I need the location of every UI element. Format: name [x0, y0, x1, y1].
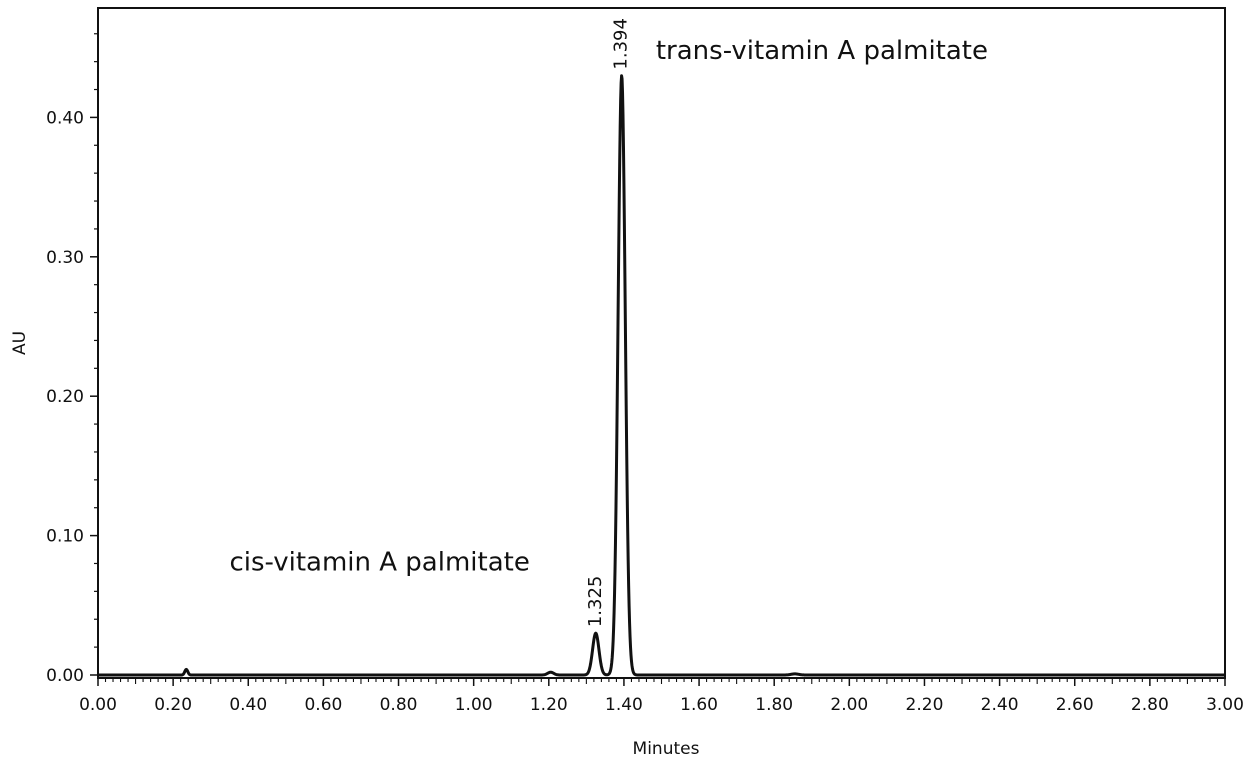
x-tick-label: 2.20 [906, 695, 944, 715]
x-tick-label: 2.80 [1131, 695, 1169, 715]
compound-annotations: cis-vitamin A palmitate trans-vitamin A p… [229, 36, 988, 578]
x-tick-label: 2.40 [981, 695, 1019, 715]
x-tick-label: 1.40 [605, 695, 643, 715]
y-tick-label: 0.40 [46, 108, 84, 128]
y-axis: 0.00 0.10 0.20 0.30 0.40 [46, 33, 98, 686]
plot-frame [97, 7, 1226, 679]
compound-annotation: cis-vitamin A palmitate [229, 547, 529, 577]
x-tick-label: 1.60 [680, 695, 718, 715]
x-tick-label: 1.00 [455, 695, 493, 715]
x-tick-label: 0.80 [380, 695, 418, 715]
x-tick-label: 2.00 [830, 695, 868, 715]
x-tick-label: 0.00 [79, 695, 117, 715]
compound-annotation: trans-vitamin A palmitate [656, 36, 988, 66]
peak-rt-label: 1.394 [611, 18, 632, 70]
x-tick-label: 3.00 [1206, 695, 1244, 715]
y-tick-label: 0.20 [46, 387, 84, 407]
y-tick-label: 0.00 [46, 666, 84, 686]
x-tick-label: 0.20 [154, 695, 192, 715]
x-tick-label: 1.20 [530, 695, 568, 715]
peak-rt-label: 1.325 [585, 576, 606, 628]
x-tick-label: 1.80 [755, 695, 793, 715]
x-axis: 0.00 0.20 0.40 0.60 0.80 1.00 1.20 1.40 1.60 1.80… [79, 678, 1244, 715]
x-tick-label: 2.60 [1056, 695, 1094, 715]
y-tick-label: 0.10 [46, 527, 84, 547]
x-tick-label: 0.60 [304, 695, 342, 715]
y-tick-label: 0.30 [46, 248, 84, 268]
x-tick-label: 0.40 [229, 695, 267, 715]
x-axis-title: Minutes [633, 739, 700, 759]
peak-labels: 1.325 1.394 [585, 18, 632, 627]
y-axis-title: AU [10, 331, 30, 355]
chromatogram-trace [96, 74, 1227, 677]
